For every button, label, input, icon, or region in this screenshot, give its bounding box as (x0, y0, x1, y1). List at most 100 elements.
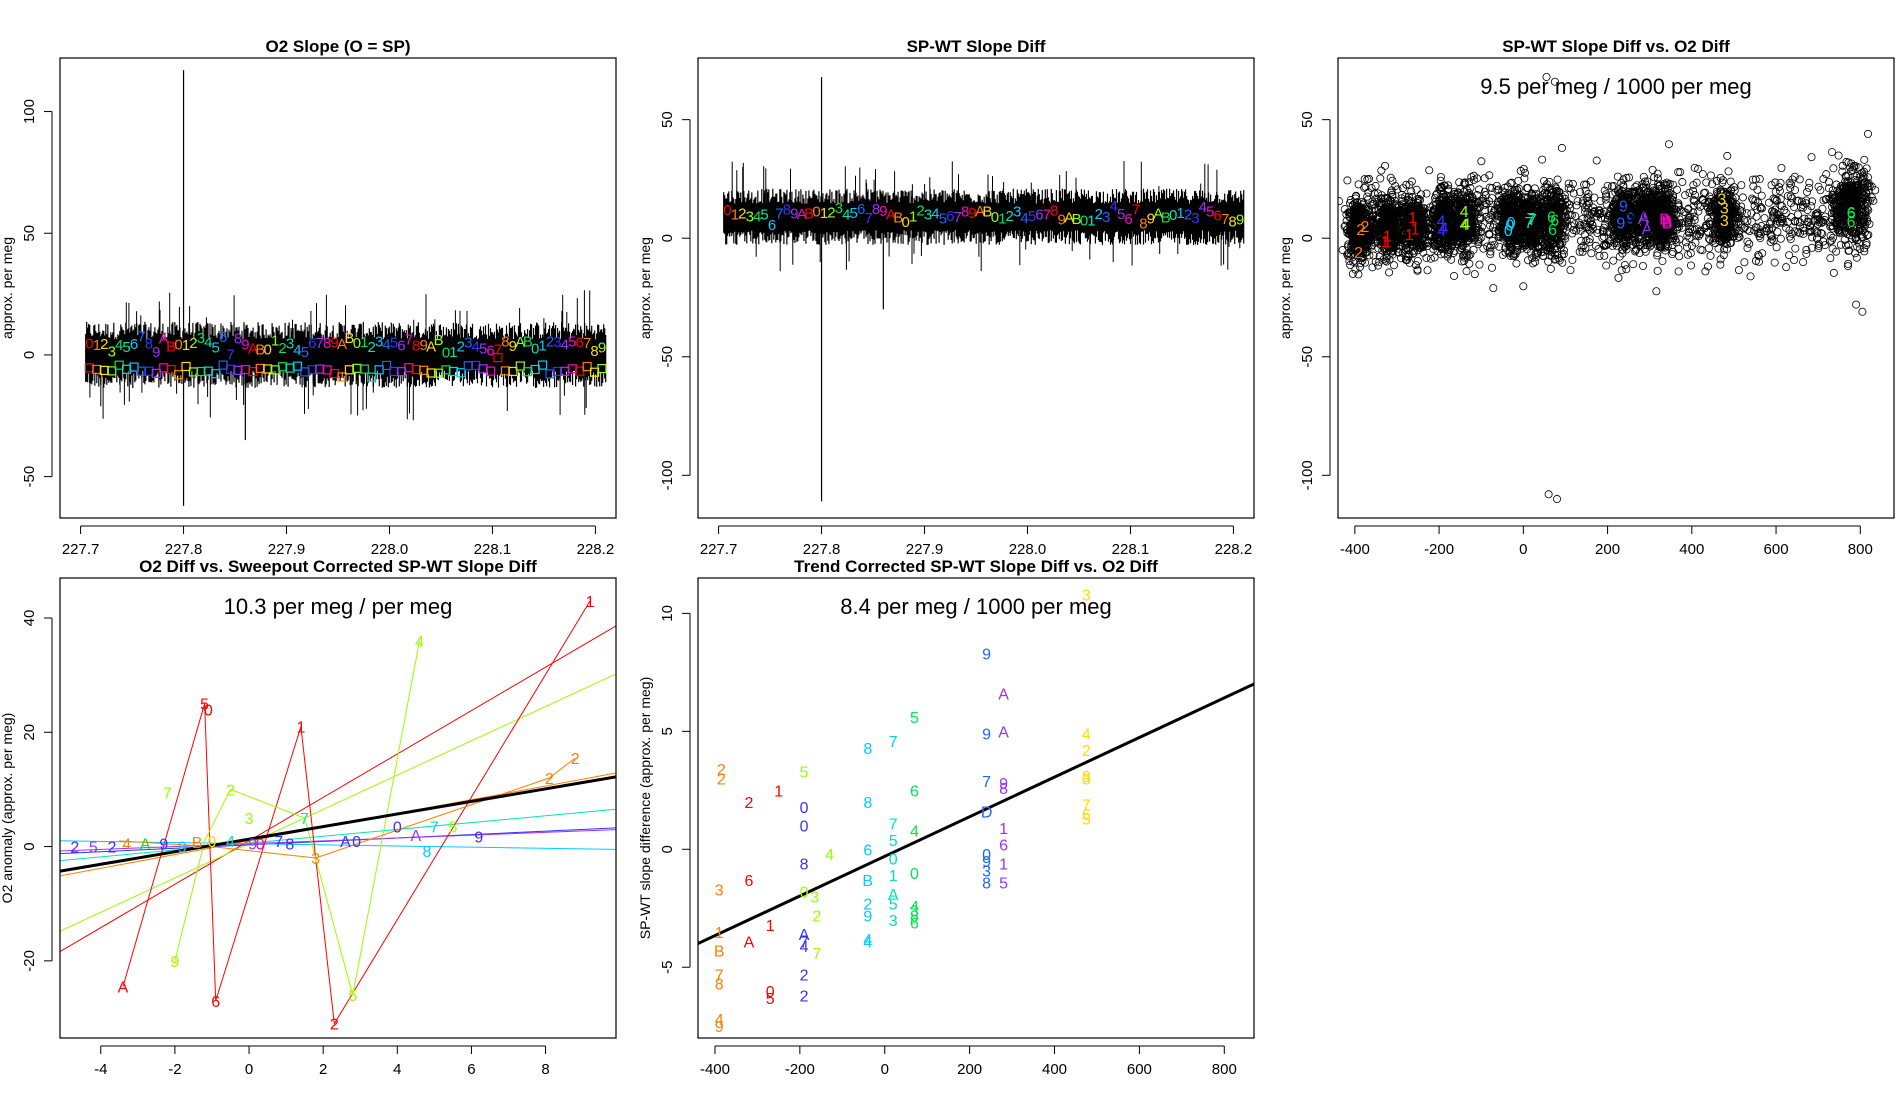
x-tick-label: 228.0 (371, 541, 409, 558)
scatter-point (1743, 210, 1750, 217)
y-tick-label: -50 (21, 466, 38, 488)
scatter-point (1853, 254, 1860, 261)
scatter-point (1777, 179, 1784, 186)
cluster-point (1336, 198, 1343, 205)
y-tick-label: -50 (659, 346, 676, 368)
scatter-point (1738, 182, 1745, 189)
scatter-point (1805, 184, 1812, 191)
y-axis-label: approx. per meg (0, 237, 15, 339)
scatter-point (1827, 255, 1834, 262)
scatter-point (1381, 162, 1388, 169)
scatter-point (1654, 267, 1661, 274)
scatter-point (1601, 252, 1608, 259)
scatter-point (1765, 199, 1772, 206)
scatter-point (1786, 252, 1793, 259)
scatter-point (1774, 228, 1781, 235)
cluster-point (1339, 246, 1346, 253)
scatter-point (1778, 164, 1785, 171)
scatter-point (1799, 259, 1806, 266)
scatter-point (1665, 141, 1672, 148)
cluster-label: 1 (1405, 227, 1414, 244)
scatter-point (1450, 272, 1457, 279)
scatter-point (1639, 262, 1646, 269)
scatter-point (1777, 235, 1784, 242)
scatter-point (1747, 273, 1754, 280)
cluster-label: 2 (1361, 219, 1370, 236)
cluster-point (1385, 269, 1392, 276)
x-tick-label: 228.0 (1009, 541, 1047, 558)
scatter-point (1603, 262, 1610, 269)
scatter-point (1676, 253, 1683, 260)
scatter-point (1725, 168, 1732, 175)
marker-digit: 6 (219, 329, 227, 346)
panel-title: SP-WT Slope Diff (907, 37, 1046, 56)
y-tick-label: 100 (21, 99, 38, 124)
cluster-point (1344, 177, 1351, 184)
scatter-point (1490, 285, 1497, 292)
cluster-point (1547, 265, 1554, 272)
scatter-point (1423, 190, 1430, 197)
scatter-point (1705, 245, 1712, 252)
scatter-point (1792, 245, 1799, 252)
x-tick-label: 227.7 (700, 541, 738, 558)
scatter-point (1746, 240, 1753, 247)
cluster-point (1476, 261, 1483, 268)
y-axis-label: approx. per meg (637, 237, 653, 339)
plot-frame (60, 58, 616, 518)
x-tick-label: 228.1 (1112, 541, 1150, 558)
scatter-point (1682, 191, 1689, 198)
scatter-point (1803, 188, 1810, 195)
scatter-point (1783, 264, 1790, 271)
scatter-point (1808, 154, 1815, 161)
scatter-point (1593, 157, 1600, 164)
scatter-point (1761, 215, 1768, 222)
scatter-point (1830, 269, 1837, 276)
scatter-point (1424, 267, 1431, 274)
y-tick-label: 50 (21, 225, 38, 242)
cluster-label: 1 (1408, 210, 1417, 227)
x-tick-label: 227.9 (268, 541, 306, 558)
scatter-point (1830, 165, 1837, 172)
scatter-point (1513, 260, 1520, 267)
scatter-point (1630, 261, 1637, 268)
scatter-point (1567, 267, 1574, 274)
x-tick-label: 228.1 (474, 541, 512, 558)
scatter-point (1538, 156, 1545, 163)
scatter-point (1773, 244, 1780, 251)
scatter-point (1378, 167, 1385, 174)
x-tick-label: 227.7 (62, 541, 100, 558)
scatter-point (1372, 182, 1379, 189)
marker-digit: 9 (598, 339, 606, 356)
scatter-point (1463, 268, 1470, 275)
scatter-point (1478, 158, 1485, 165)
scatter-point (1423, 254, 1430, 261)
scatter-point (1819, 205, 1826, 212)
cluster-point (1621, 261, 1628, 268)
scatter-point (1741, 259, 1748, 266)
scatter-point (1426, 167, 1433, 174)
scatter-point (1588, 250, 1595, 257)
scatter-point (1724, 152, 1731, 159)
cluster-label: 4 (1460, 204, 1469, 221)
scatter-point (1471, 271, 1478, 278)
scatter-point (1569, 180, 1576, 187)
cluster-point (1349, 270, 1356, 277)
cluster-point (1521, 175, 1528, 182)
plot-frame (698, 58, 1254, 518)
cluster-label: 7 (1527, 211, 1536, 228)
scatter-point (1623, 266, 1630, 273)
scatter-point (1735, 267, 1742, 274)
scatter-point (1569, 256, 1576, 263)
scatter-point (1756, 175, 1763, 182)
y-tick-label: 0 (659, 234, 676, 242)
